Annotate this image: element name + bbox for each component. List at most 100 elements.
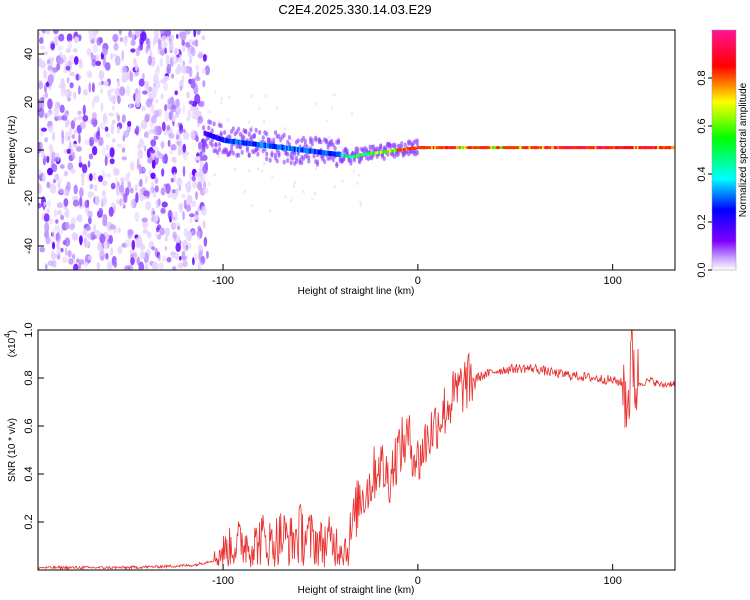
spectrogram-noise-blob <box>153 125 160 136</box>
spectrogram-noise-blob <box>164 246 168 251</box>
spectrogram-track-cell <box>367 152 370 156</box>
spectrogram-track-halo <box>323 159 327 165</box>
snr-frame <box>37 329 676 571</box>
spectrogram-noise-blob <box>187 242 192 250</box>
spectrogram-track-cell <box>253 141 256 147</box>
spectrogram-noise-blob <box>194 39 199 47</box>
spectrogram-noise-blob <box>71 134 76 140</box>
spectrogram-noise-blob <box>105 133 111 138</box>
spectrogram-noise-blob <box>56 242 61 250</box>
spectrogram-noise-blob <box>191 200 197 207</box>
snr-x-label: Height of straight line (km) <box>298 585 415 596</box>
spectrogram-noise-blob <box>160 141 165 149</box>
spectrogram-track-cell <box>624 146 627 150</box>
spectrogram-noise-blob <box>178 205 183 214</box>
spectrogram-noise-blob <box>44 137 49 143</box>
spectrogram-track-cell <box>348 155 351 159</box>
spectrogram-noise-blob <box>101 190 106 198</box>
spectrogram-faint-blob <box>219 101 222 105</box>
spectrogram-noise-blob <box>182 143 186 153</box>
spectrogram-noise-blob <box>130 161 135 172</box>
spectrogram-noise-blob <box>116 143 122 148</box>
spectrogram-noise-blob <box>191 229 195 236</box>
spectrogram-noise-blob <box>117 80 121 88</box>
spectrogram-track-halo <box>214 142 218 147</box>
spectrogram-track-halo <box>224 147 228 153</box>
spectrogram-faint-blob <box>213 173 216 177</box>
spectrogram-noise-blob <box>183 245 188 253</box>
spectrogram-faint-blob <box>214 90 217 94</box>
spectrogram-track-halo <box>202 125 206 131</box>
spectrogram-noise-blob <box>136 256 141 266</box>
colorbar: 0.0 0.2 0.4 0.6 0.8 Normalized spectral ampl… <box>696 29 749 278</box>
spectrogram-noise-blob <box>51 131 56 141</box>
spectrogram-track-halo <box>265 151 269 157</box>
spectrogram-hotspot <box>521 146 529 150</box>
spectrogram-track-cell <box>270 143 273 149</box>
spectrogram-noise-blob <box>67 162 74 171</box>
spectrogram-track-cell <box>432 146 435 150</box>
spectrogram-noise-blob <box>78 133 81 144</box>
spectrogram-noise-blob <box>64 88 70 98</box>
spectrogram-track-cell <box>373 151 376 155</box>
spectrogram-faint-blob <box>261 169 264 173</box>
spectrogram-noise-blob <box>53 209 58 217</box>
spectrogram-track-cell <box>242 140 245 146</box>
spectrogram-track-halo <box>265 131 269 137</box>
spectrogram-track-cell <box>259 142 262 148</box>
spectrogram-noise-blob <box>142 220 149 229</box>
spectrogram-track-cell <box>318 149 322 155</box>
spectrogram-track-halo <box>296 151 300 157</box>
spectrogram-faint-blob <box>290 199 293 203</box>
spectrogram-track-halo <box>258 130 262 135</box>
spectrogram-faint-blob <box>250 204 253 208</box>
spectrogram-noise-blob <box>115 177 118 189</box>
spectrogram-noise-blob <box>182 259 188 268</box>
spectrogram-noise-blob <box>119 37 124 42</box>
spectrogram-track-cell <box>354 154 357 158</box>
spectrogram-noise-blob <box>38 37 44 44</box>
spectrogram-noise-blob <box>140 123 144 129</box>
spectrogram-noise-blob <box>38 143 41 154</box>
spectrogram-faint-blob <box>226 118 229 122</box>
spectrogram-noise-blob <box>182 165 186 177</box>
spectrogram-noise-blob <box>204 65 210 76</box>
spectrogram-faint-blob <box>234 168 237 171</box>
spectrogram-noise-blob <box>144 131 150 139</box>
spectrogram-noise-blob <box>120 177 125 183</box>
spectrogram-noise-blob <box>124 239 131 248</box>
spectrogram-noise-blob <box>164 104 168 112</box>
spectrogram-noise-blob <box>41 150 45 160</box>
spectrogram-noise-blob <box>72 48 79 53</box>
spectrogram-track-cell <box>381 150 384 154</box>
spectrogram-track-cell <box>304 148 308 153</box>
spectrogram-track-cell <box>223 138 226 143</box>
spectrogram-track-cell <box>359 153 362 157</box>
spectrogram-noise-blob <box>62 240 67 246</box>
spectrogram-noise-blob <box>109 158 115 165</box>
spectrogram-y-tick-label: -20 <box>23 190 35 206</box>
spectrogram-track-halo <box>342 156 346 162</box>
spectrogram-track-cell <box>219 136 222 142</box>
spectrogram-noise-blob <box>104 155 108 167</box>
spectrogram-noise-blob <box>119 86 126 97</box>
spectrogram-noise-blob <box>183 199 187 210</box>
spectrogram-noise-blob <box>100 102 104 112</box>
spectrogram-track-cell <box>297 147 300 152</box>
spectrogram-noise-blob <box>81 175 85 187</box>
spectrogram-track-cell <box>340 153 343 157</box>
spectrogram-noise-blob <box>42 30 46 35</box>
spectrogram-noise-blob <box>98 81 102 87</box>
spectrogram-noise-blob <box>163 75 170 82</box>
spectrogram-noise-blob <box>143 190 150 197</box>
snr-x-ticks: -100 0 100 <box>212 564 622 587</box>
spectrogram-hotspot <box>482 146 489 150</box>
spectrogram-noise-blob <box>199 172 203 177</box>
spectrogram-faint-blob <box>264 94 267 98</box>
spectrogram-noise-blob <box>170 216 176 221</box>
spectrogram-track-cell <box>234 139 237 145</box>
spectrogram-track-halo <box>359 156 363 162</box>
spectrogram-track-halo <box>254 127 258 133</box>
spectrogram-track-cell <box>669 146 672 150</box>
spectrogram-noise-blob <box>194 172 200 178</box>
